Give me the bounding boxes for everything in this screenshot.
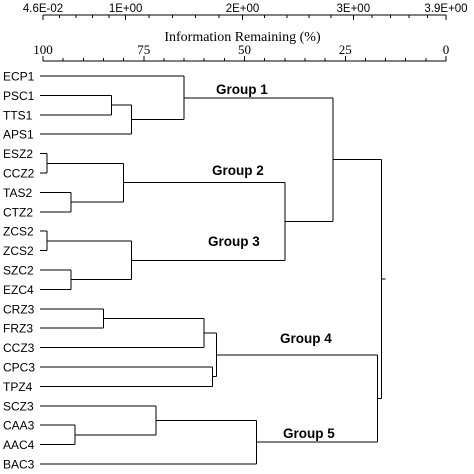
leaf-label: ZCS2 [3, 225, 34, 239]
leaf-label: ZCS2 [3, 244, 34, 258]
leaf-label: CTZ2 [3, 205, 33, 219]
leaf-label: PSC1 [3, 89, 35, 103]
group-label: Group 4 [280, 331, 332, 346]
leaf-label: TPZ4 [3, 380, 33, 394]
leaf-label: CPC3 [3, 361, 35, 375]
leaf-label: TTS1 [3, 108, 33, 122]
leaf-label: FRZ3 [3, 322, 33, 336]
leaf-label: TAS2 [3, 186, 32, 200]
group-label: Group 5 [283, 426, 335, 441]
leaf-label: CCZ2 [3, 167, 35, 181]
leaf-label: ESZ2 [3, 147, 33, 161]
leaf-label: APS1 [3, 128, 34, 142]
top-axis-tick-label: 3E+00 [337, 3, 371, 15]
top-axis-tick-label: 2E+00 [226, 3, 260, 15]
leaf-label: SCZ3 [3, 399, 34, 413]
percent-axis-tick-label: 100 [33, 42, 53, 57]
percent-axis-tick-label: 50 [238, 42, 251, 57]
leaf-label: CCZ3 [3, 341, 35, 355]
top-axis-tick-label: 4.6E-02 [23, 3, 63, 15]
percent-axis-tick-label: 75 [137, 42, 150, 57]
leaf-label: CRZ3 [3, 302, 35, 316]
percent-axis-tick-label: 0 [443, 42, 450, 57]
axis-title: Information Remaining (%) [164, 30, 321, 45]
leaf-label: BAC3 [3, 458, 35, 472]
leaf-label: AAC4 [3, 438, 35, 452]
leaf-label: SZC2 [3, 264, 34, 278]
leaf-label: ECP1 [3, 70, 35, 84]
group-label: Group 3 [208, 234, 260, 249]
percent-axis-tick-label: 25 [339, 42, 352, 57]
group-label: Group 2 [212, 163, 264, 178]
top-axis-tick-label: 1E+00 [109, 3, 143, 15]
leaf-label: EZC4 [3, 283, 34, 297]
group-label: Group 1 [216, 82, 268, 97]
leaf-label: CAA3 [3, 419, 35, 433]
top-axis-tick-label: 3.9E+00 [424, 3, 467, 15]
